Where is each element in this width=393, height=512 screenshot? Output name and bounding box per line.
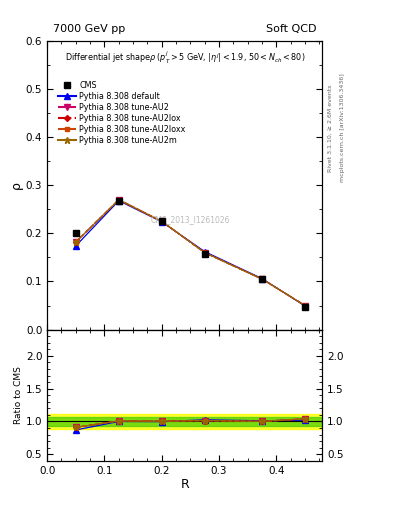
Text: Soft QCD: Soft QCD xyxy=(266,24,317,34)
Text: 7000 GeV pp: 7000 GeV pp xyxy=(53,24,125,34)
Pythia 8.308 tune-AU2lox xyxy=(303,303,307,309)
Pythia 8.308 tune-AU2 xyxy=(160,218,164,224)
Pythia 8.308 tune-AU2loxx xyxy=(260,276,264,282)
Pythia 8.308 default xyxy=(202,249,207,255)
Pythia 8.308 tune-AU2loxx xyxy=(116,197,121,203)
CMS xyxy=(160,218,164,224)
Text: Differential jet shape$\rho$ ($p_T^j$$>$5 GeV, $|\eta^j|$$<$1.9, 50$<$$N_{ch}$$<: Differential jet shape$\rho$ ($p_T^j$$>$… xyxy=(64,50,305,66)
Y-axis label: Ratio to CMS: Ratio to CMS xyxy=(14,366,23,424)
Line: Pythia 8.308 tune-AU2: Pythia 8.308 tune-AU2 xyxy=(73,197,308,308)
Pythia 8.308 tune-AU2 xyxy=(303,303,307,309)
Pythia 8.308 tune-AU2loxx xyxy=(73,239,78,245)
Pythia 8.308 tune-AU2lox xyxy=(116,197,121,203)
Text: Rivet 3.1.10, ≥ 2.6M events: Rivet 3.1.10, ≥ 2.6M events xyxy=(328,84,333,172)
Pythia 8.308 default xyxy=(303,303,307,309)
Pythia 8.308 tune-AU2lox xyxy=(160,218,164,224)
Pythia 8.308 tune-AU2loxx xyxy=(202,249,207,255)
Pythia 8.308 default xyxy=(160,219,164,225)
Line: CMS: CMS xyxy=(73,198,308,310)
Pythia 8.308 tune-AU2m xyxy=(260,276,264,282)
Pythia 8.308 tune-AU2 xyxy=(260,276,264,282)
Pythia 8.308 tune-AU2lox xyxy=(260,276,264,282)
CMS xyxy=(303,304,307,310)
Pythia 8.308 tune-AU2m xyxy=(202,249,207,255)
X-axis label: R: R xyxy=(180,478,189,492)
Pythia 8.308 tune-AU2m xyxy=(303,303,307,309)
Pythia 8.308 tune-AU2lox xyxy=(202,249,207,255)
Text: mcplots.cern.ch [arXiv:1306.3436]: mcplots.cern.ch [arXiv:1306.3436] xyxy=(340,74,345,182)
Line: Pythia 8.308 default: Pythia 8.308 default xyxy=(73,198,308,309)
Pythia 8.308 tune-AU2m xyxy=(116,197,121,203)
Pythia 8.308 tune-AU2 xyxy=(73,239,78,245)
Pythia 8.308 tune-AU2 xyxy=(202,249,207,255)
Bar xyxy=(47,414,322,429)
Pythia 8.308 tune-AU2m xyxy=(160,218,164,224)
Y-axis label: ρ: ρ xyxy=(10,181,23,189)
Pythia 8.308 default xyxy=(116,198,121,204)
CMS xyxy=(73,230,78,237)
Legend: CMS, Pythia 8.308 default, Pythia 8.308 tune-AU2, Pythia 8.308 tune-AU2lox, Pyth: CMS, Pythia 8.308 default, Pythia 8.308 … xyxy=(57,80,187,147)
Pythia 8.308 default xyxy=(73,243,78,249)
Pythia 8.308 tune-AU2m xyxy=(73,239,78,245)
Line: Pythia 8.308 tune-AU2loxx: Pythia 8.308 tune-AU2loxx xyxy=(74,198,307,308)
CMS xyxy=(202,250,207,257)
CMS xyxy=(260,276,264,282)
Pythia 8.308 tune-AU2lox xyxy=(73,239,78,245)
Pythia 8.308 tune-AU2loxx xyxy=(160,218,164,224)
Pythia 8.308 tune-AU2loxx xyxy=(303,303,307,309)
Line: Pythia 8.308 tune-AU2m: Pythia 8.308 tune-AU2m xyxy=(72,196,309,309)
Pythia 8.308 default xyxy=(260,275,264,282)
Line: Pythia 8.308 tune-AU2lox: Pythia 8.308 tune-AU2lox xyxy=(74,198,307,308)
Bar xyxy=(47,417,322,426)
Text: CMS_2013_I1261026: CMS_2013_I1261026 xyxy=(151,216,230,224)
Pythia 8.308 tune-AU2 xyxy=(116,197,121,203)
CMS xyxy=(116,198,121,204)
